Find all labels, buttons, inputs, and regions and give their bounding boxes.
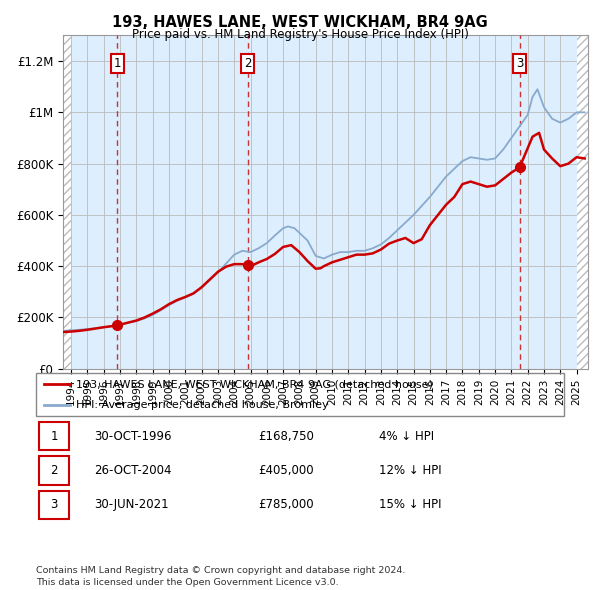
Text: 15% ↓ HPI: 15% ↓ HPI <box>379 498 442 512</box>
Text: 26-OCT-2004: 26-OCT-2004 <box>94 464 172 477</box>
Bar <box>38 457 69 484</box>
Text: £785,000: £785,000 <box>258 498 313 512</box>
Text: 12% ↓ HPI: 12% ↓ HPI <box>379 464 442 477</box>
Bar <box>38 422 69 450</box>
Text: 3: 3 <box>50 498 58 512</box>
Text: HPI: Average price, detached house, Bromley: HPI: Average price, detached house, Brom… <box>76 401 328 410</box>
Bar <box>63 35 71 369</box>
Text: 193, HAWES LANE, WEST WICKHAM, BR4 9AG: 193, HAWES LANE, WEST WICKHAM, BR4 9AG <box>112 15 488 30</box>
Text: 2: 2 <box>244 57 251 70</box>
Text: 193, HAWES LANE, WEST WICKHAM, BR4 9AG (detached house): 193, HAWES LANE, WEST WICKHAM, BR4 9AG (… <box>76 379 433 389</box>
Text: 30-JUN-2021: 30-JUN-2021 <box>94 498 169 512</box>
Text: 4% ↓ HPI: 4% ↓ HPI <box>379 430 434 443</box>
Text: 2: 2 <box>50 464 58 477</box>
Text: 1: 1 <box>50 430 58 443</box>
Text: £405,000: £405,000 <box>258 464 313 477</box>
Bar <box>577 35 588 369</box>
Text: £168,750: £168,750 <box>258 430 314 443</box>
Text: 3: 3 <box>516 57 523 70</box>
Text: Price paid vs. HM Land Registry's House Price Index (HPI): Price paid vs. HM Land Registry's House … <box>131 28 469 41</box>
Bar <box>38 491 69 519</box>
Text: 1: 1 <box>113 57 121 70</box>
Text: 30-OCT-1996: 30-OCT-1996 <box>94 430 172 443</box>
Text: Contains HM Land Registry data © Crown copyright and database right 2024.
This d: Contains HM Land Registry data © Crown c… <box>36 566 406 587</box>
